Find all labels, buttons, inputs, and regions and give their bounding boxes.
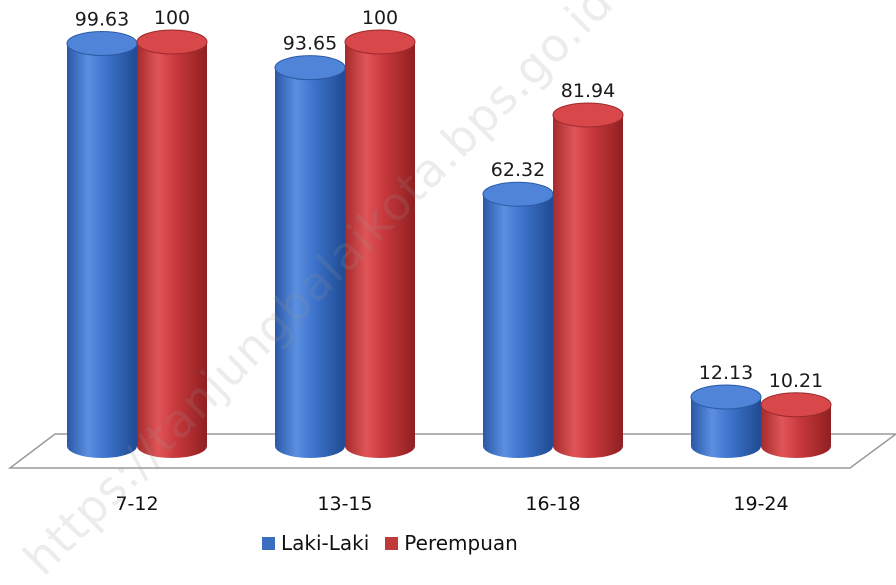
bar-laki-laki-19-24 bbox=[690, 384, 762, 458]
bar-body bbox=[483, 194, 553, 458]
legend-swatch-laki-laki bbox=[262, 536, 275, 550]
bar-top bbox=[136, 29, 208, 55]
category-label-13-15: 13-15 bbox=[317, 493, 372, 515]
bar-chart: 99.63 100 7-12 93.65 100 13-15 62.32 81.94 16-18… bbox=[7, 7, 896, 515]
bar-top bbox=[482, 181, 554, 207]
bar-laki-laki-13-15 bbox=[274, 55, 346, 458]
bar-body bbox=[275, 67, 345, 458]
bar-body bbox=[553, 114, 623, 458]
bar-top bbox=[760, 392, 832, 418]
bar-body bbox=[137, 42, 207, 458]
bar-top bbox=[66, 30, 138, 56]
bar-perempuan-19-24 bbox=[760, 392, 832, 458]
category-label-7-12: 7-12 bbox=[115, 493, 158, 515]
value-label-perempuan-13-15: 100 bbox=[362, 7, 398, 29]
bar-top bbox=[690, 384, 762, 410]
bar-body bbox=[761, 404, 831, 458]
legend-item-perempuan: Perempuan bbox=[385, 531, 518, 555]
bar-body bbox=[67, 43, 137, 458]
legend-label-laki-laki: Laki-Laki bbox=[281, 531, 370, 555]
bar-perempuan-16-18 bbox=[552, 102, 624, 458]
bar-laki-laki-7-12 bbox=[66, 30, 138, 458]
bar-body bbox=[345, 42, 415, 458]
bar-body bbox=[691, 396, 761, 458]
value-label-laki-laki-19-24: 12.13 bbox=[699, 362, 753, 384]
legend-label-perempuan: Perempuan bbox=[404, 531, 518, 555]
value-label-perempuan-19-24: 10.21 bbox=[769, 370, 823, 392]
value-label-laki-laki-13-15: 93.65 bbox=[283, 33, 337, 55]
value-label-laki-laki-7-12: 99.63 bbox=[75, 8, 129, 30]
category-label-16-18: 16-18 bbox=[525, 493, 580, 515]
value-label-laki-laki-16-18: 62.32 bbox=[491, 159, 545, 181]
bar-laki-laki-16-18 bbox=[482, 181, 554, 458]
bar-perempuan-13-15 bbox=[344, 29, 416, 458]
legend: Laki-Laki Perempuan bbox=[262, 530, 518, 556]
legend-item-laki-laki: Laki-Laki bbox=[262, 531, 369, 555]
bar-top bbox=[344, 29, 416, 55]
value-label-perempuan-16-18: 81.94 bbox=[561, 80, 615, 102]
bar-top bbox=[552, 102, 624, 128]
value-label-perempuan-7-12: 100 bbox=[154, 7, 190, 29]
legend-swatch-perempuan bbox=[385, 536, 399, 550]
category-label-19-24: 19-24 bbox=[733, 493, 788, 515]
bar-perempuan-7-12 bbox=[136, 29, 208, 458]
bar-top bbox=[274, 55, 346, 81]
